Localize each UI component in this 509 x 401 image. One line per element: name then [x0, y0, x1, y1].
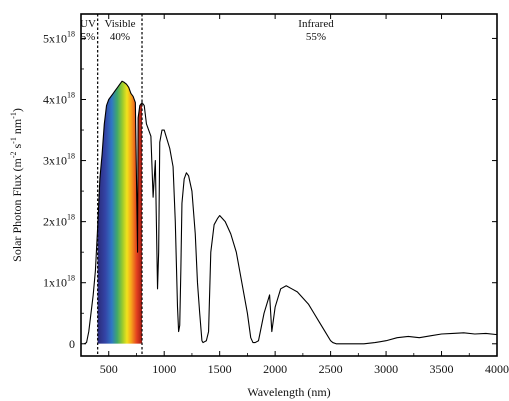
y-tick-label-4000000000000000000: 4x1018 [43, 91, 75, 107]
y-tick-label-3000000000000000000: 3x1018 [43, 152, 75, 168]
x-tick-label-500: 500 [100, 362, 118, 376]
region-percent-infrared: 55% [306, 31, 326, 43]
y-tick-label-5000000000000000000: 5x1018 [43, 29, 75, 45]
x-tick-label-1500: 1500 [208, 362, 232, 376]
region-label-uv: UV [80, 18, 96, 30]
x-tick-label-3000: 3000 [374, 362, 398, 376]
x-tick-label-4000: 4000 [485, 362, 509, 376]
x-axis-title: Wavelength (nm) [247, 385, 330, 399]
region-label-visible: Visible [104, 18, 135, 30]
region-percent-visible: 40% [110, 31, 130, 43]
spectrum-line [84, 80, 498, 345]
y-axis-title: Solar Photon Flux (m-2 s-1 nm-1) [9, 108, 24, 262]
y-tick-label-2000000000000000000: 2x1018 [43, 213, 75, 229]
y-tick-label-0: 0 [69, 337, 75, 351]
x-tick-label-3500: 3500 [430, 362, 454, 376]
x-tick-label-1000: 1000 [152, 362, 176, 376]
plot-frame [80, 13, 498, 357]
region-percent-uv: 5% [81, 31, 96, 43]
region-label-infrared: Infrared [298, 18, 334, 30]
visible-spectrum-fill [97, 81, 143, 344]
x-tick-label-2500: 2500 [319, 362, 343, 376]
plot-area: 500 1000 1500 2000 2500 3000 3500 4000 0 1x1018 2x… [9, 13, 509, 399]
x-tick-label-2000: 2000 [263, 362, 287, 376]
y-tick-label-1000000000000000000: 1x1018 [43, 274, 75, 290]
